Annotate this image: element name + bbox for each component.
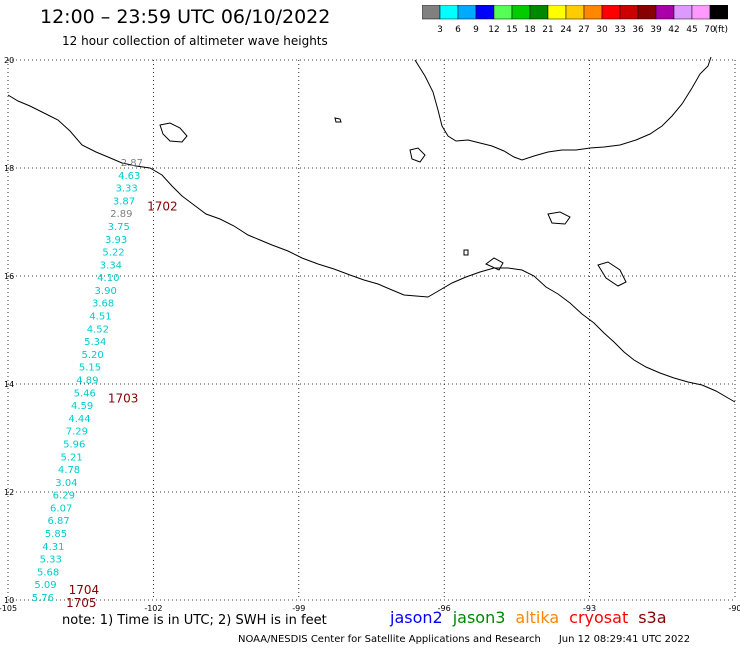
color-legend-label: 18 <box>524 25 536 35</box>
wave-height-value: 3.87 <box>113 196 135 207</box>
longitude-tick-label: -96 <box>438 604 451 613</box>
track-time-label: 1702 <box>147 199 178 213</box>
color-legend-label: 39 <box>650 25 662 35</box>
wave-height-value: 4.10 <box>97 273 119 284</box>
longitude-tick-label: -93 <box>583 604 596 613</box>
color-legend-label: 30 <box>596 25 608 35</box>
wave-height-value: 3.34 <box>100 260 122 271</box>
color-legend-label: 27 <box>578 25 589 35</box>
wave-height-value: 3.90 <box>95 286 117 297</box>
wave-height-value: 4.78 <box>58 465 80 476</box>
color-legend-label: 36 <box>632 25 644 35</box>
wave-height-value: 5.09 <box>34 580 56 591</box>
coastline <box>7 56 736 403</box>
latitude-tick-label: 16 <box>4 272 14 281</box>
wave-height-value: 4.31 <box>42 542 64 553</box>
latitude-tick-label: 18 <box>4 164 14 173</box>
lat-lon-grid <box>7 59 736 601</box>
wave-height-value: 4.52 <box>87 324 109 335</box>
wave-height-value: 7.29 <box>66 427 88 438</box>
satellite-jason2: jason2 <box>390 608 443 627</box>
satellite-cryosat: cryosat <box>569 608 629 627</box>
color-legend-label: 45 <box>686 25 697 35</box>
track-time-label: 1703 <box>108 391 139 405</box>
axis-tick-labels: 20 18 16 14 12 10-105 -102 -99 -96 -93 -90 <box>0 56 740 613</box>
color-legend-label: 12 <box>488 25 499 35</box>
color-legend-label: 24 <box>560 25 572 35</box>
wave-height-value: 5.76 <box>32 593 54 604</box>
longitude-tick-label: -99 <box>292 604 305 613</box>
island-4 <box>597 261 627 287</box>
wave-height-value: 5.85 <box>45 529 67 540</box>
wave-height-value: 4.51 <box>89 312 111 323</box>
color-swatch <box>709 5 728 20</box>
island-6 <box>334 117 342 123</box>
wave-height-value: 5.20 <box>81 350 103 361</box>
footer-agency: NOAA/NESDIS Center for Satellite Applica… <box>238 634 541 645</box>
wave-height-value: 4.89 <box>76 376 98 387</box>
units-note: note: 1) Time is in UTC; 2) SWH is in fe… <box>62 613 327 628</box>
wave-height-value: 5.21 <box>61 452 83 463</box>
wave-height-value: 3.93 <box>105 235 127 246</box>
map-title: 12:00 – 23:59 UTC 06/10/2022 <box>40 6 331 28</box>
wave-height-value: 5.68 <box>37 567 59 578</box>
mexico-pacific-coastline <box>7 94 736 403</box>
wave-height-value: 4.44 <box>68 414 90 425</box>
color-legend-label: 15 <box>506 25 517 35</box>
latitude-tick-label: 20 <box>4 56 14 65</box>
island-5 <box>485 257 504 271</box>
island-7 <box>463 249 469 256</box>
wave-height-value: 6.29 <box>53 491 75 502</box>
wave-height-value: 5.22 <box>102 248 124 259</box>
wave-height-value: 2.87 <box>121 158 143 169</box>
wave-height-value: 3.33 <box>115 184 137 195</box>
color-legend-label: 6 <box>455 25 461 35</box>
longitude-tick-label: -102 <box>144 604 162 613</box>
track-time-label: 1704 <box>69 583 100 597</box>
island-3 <box>547 211 571 225</box>
longitude-tick-label: -90 <box>728 604 740 613</box>
map-subtitle: 12 hour collection of altimeter wave hei… <box>62 34 328 48</box>
wave-height-value: 3.68 <box>92 299 114 310</box>
wave-height-value: 4.63 <box>118 171 140 182</box>
island-1 <box>159 122 188 143</box>
latitude-tick-label: 14 <box>4 380 14 389</box>
color-legend-label: 42 <box>668 25 679 35</box>
satellite-altika: altika <box>515 608 560 627</box>
longitude-tick-label: -105 <box>0 604 17 613</box>
wave-height-value: 6.87 <box>47 516 69 527</box>
wave-height-value: 2.89 <box>110 209 132 220</box>
wave-height-value: 5.33 <box>40 555 62 566</box>
wave-height-value: 4.59 <box>71 401 93 412</box>
latitude-tick-label: 10 <box>4 596 14 605</box>
color-legend-label: 21 <box>542 25 553 35</box>
satellite-legend: jason2 jason3 altika cryosat s3a <box>390 608 677 627</box>
footer-generated: Jun 12 08:29:41 UTC 2022 <box>558 634 691 645</box>
footer: NOAA/NESDIS Center for Satellite Applica… <box>238 634 708 645</box>
color-legend-label: 33 <box>614 25 625 35</box>
latitude-tick-label: 12 <box>4 488 14 497</box>
wave-height-value: 3.04 <box>55 478 77 489</box>
wave-height-value: 6.07 <box>50 503 72 514</box>
wave-height-value: 5.46 <box>74 388 96 399</box>
wave-height-value: 5.15 <box>79 363 101 374</box>
altimeter-track-values: 2.87 4.63 3.333.87 2.89 3.75 3.93 5.223.34 4.10… <box>32 158 143 604</box>
color-legend-label: 70 <box>704 25 716 35</box>
satellite-s3a: s3a <box>638 608 667 627</box>
color-legend-unit: (ft) <box>714 25 728 35</box>
satellite-jason3: jason3 <box>452 608 506 627</box>
color-legend-label: 3 <box>437 25 443 35</box>
gulf-of-mexico-coastline <box>414 56 712 161</box>
wave-height-color-legend: 3 6 9 12 15 18 21 24 27 30 33 36 39 42 45 70(ft) <box>422 5 728 35</box>
island-2 <box>409 147 426 163</box>
wave-height-value: 5.34 <box>84 337 106 348</box>
wave-height-value: 3.75 <box>108 222 130 233</box>
wave-height-value: 5.96 <box>63 439 85 450</box>
color-legend-label: 9 <box>473 25 479 35</box>
track-time-label: 1705 <box>66 596 97 610</box>
